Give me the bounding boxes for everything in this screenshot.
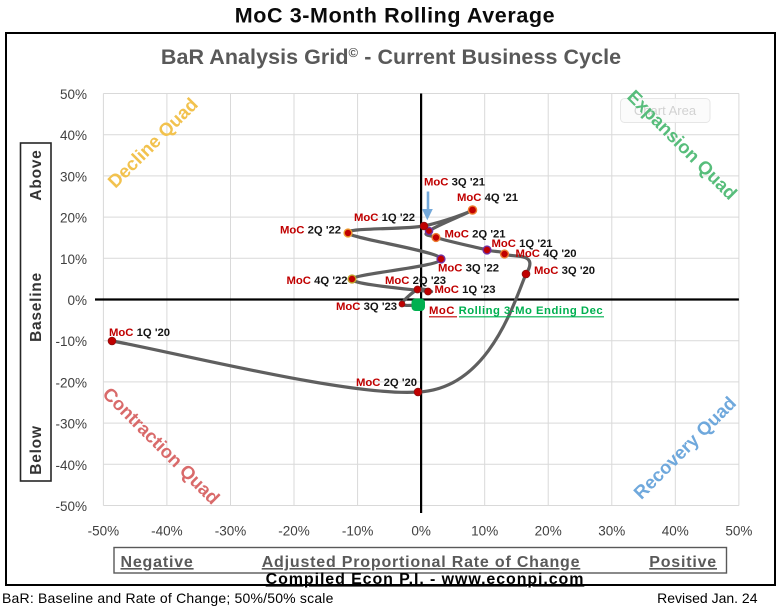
svg-text:Negative: Negative [121,554,194,571]
svg-text:0%: 0% [411,524,431,539]
svg-text:-20%: -20% [55,375,87,390]
svg-text:MoC 3-Month Rolling Average: MoC 3-Month Rolling Average [235,4,555,28]
svg-text:MoC 1Q '21: MoC 1Q '21 [492,238,553,250]
svg-text:Compiled Econ P.I. - www.econp: Compiled Econ P.I. - www.econpi.com [266,571,585,588]
svg-text:MoC 2Q '22: MoC 2Q '22 [280,225,341,237]
svg-text:-40%: -40% [151,524,183,539]
svg-text:Revised Jan. 24: Revised Jan. 24 [657,590,758,606]
svg-text:MoC 1Q '23: MoC 1Q '23 [435,284,496,296]
svg-text:MoC 2Q '23: MoC 2Q '23 [385,275,446,287]
svg-text:-40%: -40% [55,458,87,473]
svg-text:BaR Analysis Grid© - Current B: BaR Analysis Grid© - Current Business Cy… [161,45,621,70]
svg-text:0%: 0% [67,293,87,308]
svg-text:40%: 40% [60,128,87,143]
svg-text:10%: 10% [60,252,87,267]
svg-text:MoC 4Q '21: MoC 4Q '21 [457,192,518,204]
svg-text:40%: 40% [662,524,689,539]
svg-text:MoC 3Q '23: MoC 3Q '23 [336,301,397,313]
svg-text:Chart Area: Chart Area [634,103,697,118]
svg-text:-10%: -10% [342,524,374,539]
svg-text:-50%: -50% [88,524,120,539]
svg-text:50%: 50% [725,524,752,539]
svg-text:Baseline: Baseline [28,272,45,342]
svg-text:-10%: -10% [55,334,87,349]
svg-text:MoC Rolling 3-Mo Ending Dec: MoC Rolling 3-Mo Ending Dec [429,305,603,317]
svg-text:20%: 20% [60,211,87,226]
svg-text:10%: 10% [471,524,498,539]
svg-text:MoC 2Q '21: MoC 2Q '21 [445,229,506,241]
svg-text:-50%: -50% [55,499,87,514]
svg-text:Adjusted Proportional Rate of: Adjusted Proportional Rate of Change [262,554,581,571]
svg-text:30%: 30% [60,169,87,184]
svg-text:MoC 4Q '20: MoC 4Q '20 [516,248,577,260]
svg-text:MoC 4Q '22: MoC 4Q '22 [287,275,348,287]
svg-text:-30%: -30% [55,417,87,432]
svg-text:MoC 1Q '22: MoC 1Q '22 [354,212,415,224]
svg-text:Positive: Positive [649,554,717,571]
svg-text:-20%: -20% [278,524,310,539]
svg-text:30%: 30% [598,524,625,539]
svg-text:20%: 20% [535,524,562,539]
svg-text:MoC 2Q '20: MoC 2Q '20 [356,377,417,389]
svg-text:MoC 3Q '22: MoC 3Q '22 [438,263,499,275]
svg-text:BaR: Baseline and Rate of Chan: BaR: Baseline and Rate of Change; 50%/50… [2,590,334,606]
svg-text:Above: Above [28,149,45,200]
svg-text:MoC 1Q '20: MoC 1Q '20 [109,327,170,339]
svg-text:MoC 3Q '20: MoC 3Q '20 [534,265,595,277]
svg-text:-30%: -30% [215,524,247,539]
svg-text:MoC 3Q '21: MoC 3Q '21 [424,177,485,189]
svg-text:Below: Below [28,425,45,475]
svg-text:50%: 50% [60,87,87,102]
